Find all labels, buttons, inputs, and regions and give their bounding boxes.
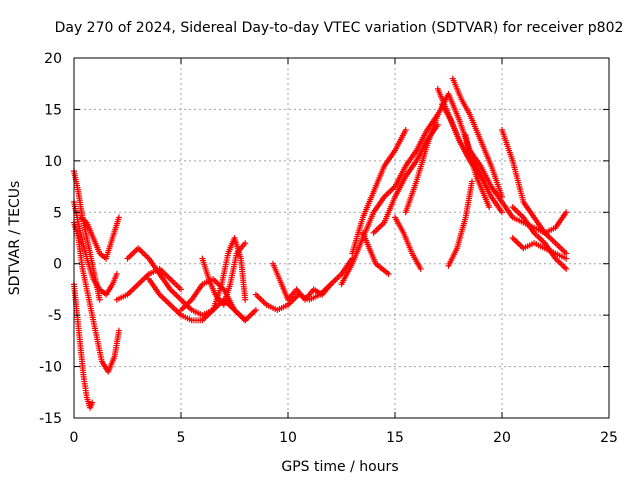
y-tick-label: 10 — [44, 154, 62, 170]
series-arc23 — [462, 132, 493, 211]
axis-ticks: 0 5 10 15 20 25 -15 -10 -5 0 5 10 15 20 — [39, 51, 618, 446]
data-point — [252, 307, 259, 313]
x-tick-label: 25 — [600, 430, 618, 446]
series-arc13 — [270, 255, 356, 303]
data-point — [115, 214, 122, 221]
data-markers — [71, 75, 570, 411]
series-arc4 — [77, 214, 122, 262]
series-arc11 — [210, 235, 249, 313]
data-point — [402, 127, 409, 133]
y-tick-label: -5 — [48, 308, 62, 324]
data-point — [499, 209, 505, 216]
x-tick-label: 15 — [386, 430, 404, 446]
series-arc22 — [449, 75, 505, 200]
data-point — [469, 178, 476, 185]
grid-lines — [74, 58, 609, 418]
x-tick-label: 0 — [70, 430, 79, 446]
data-point — [115, 327, 122, 334]
data-point — [385, 271, 392, 277]
y-tick-label: 15 — [44, 102, 62, 118]
plot-frame — [73, 57, 610, 419]
data-point — [563, 209, 570, 216]
data-point — [113, 271, 120, 277]
x-axis-label: GPS time / hours — [281, 459, 398, 475]
series-arc27 — [509, 235, 570, 262]
series-arc15 — [349, 127, 409, 257]
series-arc24 — [445, 178, 476, 269]
data-point — [89, 399, 96, 406]
x-tick-label: 20 — [493, 430, 511, 446]
series-arc14 — [338, 111, 441, 288]
series-arc7 — [124, 245, 217, 319]
y-tick-label: -10 — [39, 360, 62, 376]
series-arc17 — [359, 229, 392, 277]
data-point — [563, 265, 570, 272]
x-tick-label: 5 — [177, 430, 186, 446]
series-arc3 — [71, 281, 96, 411]
y-tick-label: 5 — [53, 205, 62, 221]
series-arc18 — [392, 214, 424, 272]
data-point — [242, 240, 249, 247]
series-arc26 — [499, 127, 570, 236]
series-arc6 — [113, 265, 184, 303]
data-point — [242, 296, 249, 303]
y-axis-label: SDTVAR / TECUs — [7, 181, 23, 296]
data-point — [563, 250, 570, 257]
data-point — [486, 204, 493, 211]
x-tick-label: 10 — [279, 430, 297, 446]
series-arc5 — [71, 168, 103, 303]
series-arc25 — [477, 163, 570, 257]
chart-title: Day 270 of 2024, Sidereal Day-to-day VTE… — [55, 20, 624, 36]
data-point — [563, 255, 570, 262]
data-point — [96, 296, 103, 303]
data-point — [417, 265, 424, 272]
data-point — [178, 286, 184, 293]
y-tick-label: 0 — [53, 257, 62, 273]
series-arc8 — [145, 276, 249, 324]
series-arc28 — [509, 204, 570, 272]
y-tick-label: -15 — [39, 411, 62, 427]
y-tick-label: 20 — [44, 51, 62, 67]
